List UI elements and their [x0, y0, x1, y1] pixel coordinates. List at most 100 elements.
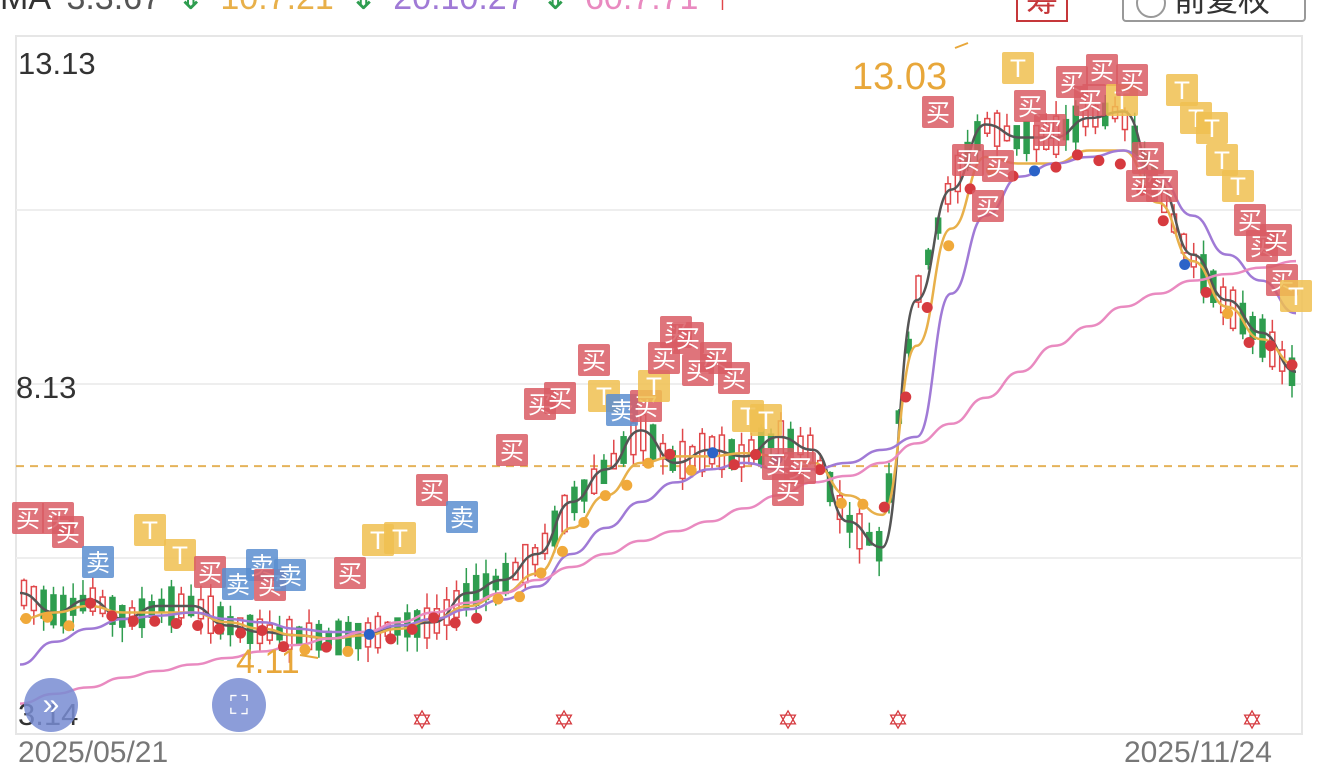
- signal-dot: [127, 615, 139, 627]
- candle-down: [50, 594, 57, 626]
- sell-signal-bg: [446, 501, 478, 533]
- buy-signal-label: 买: [776, 477, 800, 505]
- signal-dot: [1200, 286, 1212, 298]
- signal-dot: [149, 615, 161, 627]
- t-signal-label: T: [758, 407, 774, 435]
- buy-signal-box: 买: [334, 557, 366, 589]
- buy-signal-bg: [194, 556, 226, 588]
- event-stars-layer: ✡ ✡ ✡ ✡ ✡: [411, 706, 1263, 736]
- t-signal-bg: [1222, 170, 1254, 202]
- signal-dot: [256, 624, 268, 636]
- legend-ma5-arrow-icon: ⇓: [176, 0, 205, 17]
- signal-dot: [342, 645, 354, 657]
- sell-signal-label: 卖: [278, 562, 302, 590]
- t-signal-bg: [1196, 112, 1228, 144]
- buy-signal-box: 买: [1086, 54, 1118, 86]
- buy-signal-box: 买: [496, 434, 528, 466]
- signal-dot: [385, 633, 397, 645]
- t-signal-label: T: [142, 517, 158, 545]
- t-signal-label: T: [1288, 283, 1304, 311]
- buy-signal-label: 买: [722, 365, 746, 393]
- t-signal-label: T: [1204, 115, 1220, 143]
- sell-signal-bg: [274, 559, 306, 591]
- buy-signal-label: 买: [338, 560, 362, 588]
- t-signal-label: T: [1010, 55, 1026, 83]
- signal-dot: [642, 457, 654, 469]
- legend-ma10: 10.7.21: [220, 0, 333, 17]
- signal-dot: [685, 464, 697, 476]
- signal-dot: [1050, 161, 1062, 173]
- buy-signal-bg: [1132, 142, 1164, 174]
- signal-dot: [492, 593, 504, 605]
- t-signal-label: T: [392, 525, 408, 553]
- candle-up: [915, 275, 922, 303]
- buy-signal-box: 买: [52, 516, 84, 548]
- signal-dot: [449, 617, 461, 629]
- fullscreen-icon[interactable]: ⛶: [212, 678, 266, 732]
- legend-ma5: 3.3.67: [66, 0, 161, 17]
- signal-dot: [63, 620, 75, 632]
- buy-signal-label: 买: [16, 505, 40, 533]
- event-star-icon: ✡: [887, 706, 909, 736]
- x-axis-end-date: 2025/11/24: [1124, 736, 1272, 769]
- ma-line-ma5: [19, 110, 1297, 640]
- y-axis-mid-label: 8.13: [16, 370, 77, 405]
- ma-line-ma10: [19, 149, 1297, 640]
- signal-dot: [1029, 165, 1041, 177]
- legend-prefix: MA: [0, 0, 51, 17]
- low-price-annotation: 4.11: [236, 643, 300, 681]
- signal-dot: [320, 641, 332, 653]
- candle-up: [610, 452, 618, 470]
- candle-down: [846, 514, 853, 533]
- radio-circle-icon: [1136, 0, 1166, 18]
- t-signal-label: T: [172, 542, 188, 570]
- buy-signal-bg: [922, 96, 954, 128]
- buy-signal-bg: [496, 434, 528, 466]
- buy-signal-bg: [544, 382, 576, 414]
- t-signal-bg: [164, 539, 196, 571]
- t-signal-bg: [1280, 280, 1312, 312]
- buy-signal-label: 买: [198, 559, 222, 587]
- t-signal-box: T: [638, 370, 670, 402]
- signal-dot: [1265, 340, 1277, 352]
- signal-dot: [578, 517, 590, 529]
- buy-signal-label: 买: [1038, 117, 1062, 145]
- t-signal-box: T: [384, 522, 416, 554]
- t-signal-bg: [638, 370, 670, 402]
- t-signal-box: T: [1280, 280, 1312, 312]
- signal-dot: [1093, 155, 1105, 167]
- signal-dot: [1286, 359, 1298, 371]
- price-adjust-button[interactable]: 前复权: [1122, 0, 1306, 22]
- buy-signal-label: 买: [420, 477, 444, 505]
- signal-dot: [814, 464, 826, 476]
- buy-signal-bg: [12, 502, 44, 534]
- buy-signal-label: 买: [976, 193, 1000, 221]
- signal-dot: [106, 610, 118, 622]
- candle-down: [463, 583, 470, 609]
- signal-dot: [750, 449, 762, 461]
- buy-signal-bg: [1116, 64, 1148, 96]
- ma-line-ma60: [19, 259, 1297, 705]
- signal-dot: [277, 641, 289, 653]
- t-signal-label: T: [646, 373, 662, 401]
- candle-down: [119, 605, 126, 628]
- event-star-icon: ✡: [1241, 706, 1263, 736]
- buy-signal-bg: [672, 322, 704, 354]
- buy-signal-label: 买: [986, 153, 1010, 181]
- legend-ma20: 20.10.27: [393, 0, 525, 17]
- buy-signal-box: 买: [718, 362, 750, 394]
- t-signal-box: T: [1002, 52, 1034, 84]
- event-star-icon: ✡: [777, 706, 799, 736]
- buy-signal-box: 买: [12, 502, 44, 534]
- buy-signal-label: 买: [676, 325, 700, 353]
- t-signal-bg: [1166, 74, 1198, 106]
- chip-toggle-button[interactable]: 筹: [1016, 0, 1069, 22]
- candle-up: [630, 422, 637, 456]
- signal-dot: [857, 498, 869, 510]
- legend-ma10-arrow-icon: ⇓: [349, 0, 378, 17]
- t-signal-box: T: [1166, 74, 1198, 106]
- event-star-icon: ✡: [411, 706, 433, 736]
- signal-dot: [406, 623, 418, 635]
- double-chevron-right-icon[interactable]: »: [24, 678, 78, 732]
- kline-chart[interactable]: 买买买卖TT买卖卖买卖买TT买卖买买买买T卖买T买买买买买买TT买买买买买买买T…: [0, 0, 1320, 753]
